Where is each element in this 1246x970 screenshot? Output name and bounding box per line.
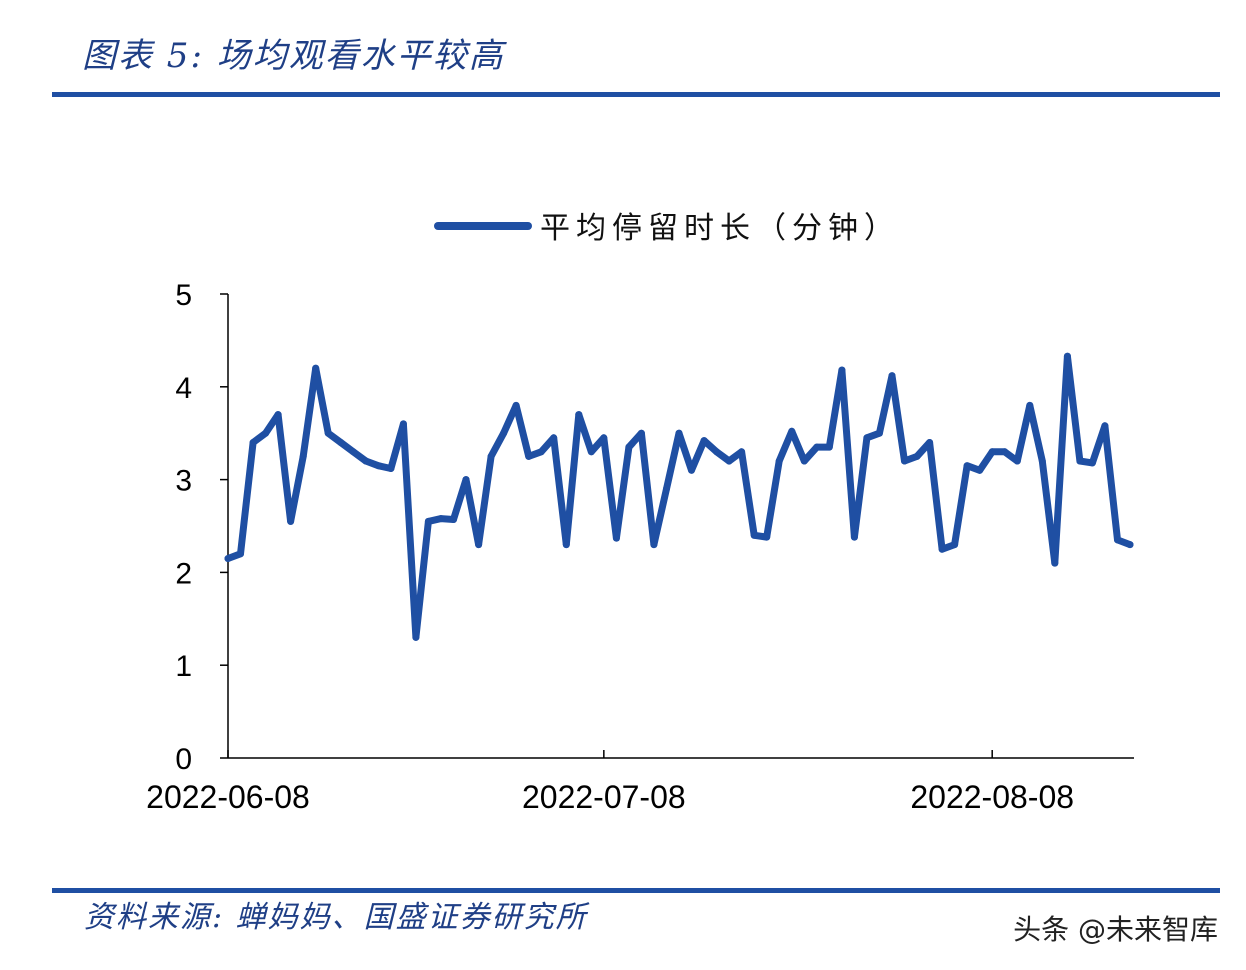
series-line-avg-stay-minutes — [224, 352, 1134, 641]
data-point — [500, 429, 508, 437]
data-point — [951, 541, 959, 549]
data-point — [863, 434, 871, 442]
data-point — [1101, 422, 1109, 430]
data-point — [988, 448, 996, 456]
data-point — [688, 466, 695, 474]
data-point — [412, 633, 420, 641]
data-point — [550, 434, 558, 442]
figure-title: 图表 5: 场均观看水平较高 — [82, 36, 505, 76]
data-point — [1038, 457, 1046, 465]
data-point — [612, 534, 620, 542]
data-point — [1026, 401, 1034, 409]
legend-label: 平均停留时长（分钟） — [540, 211, 900, 246]
data-point — [788, 427, 796, 435]
data-point — [800, 457, 808, 465]
data-point — [274, 411, 282, 419]
data-point — [1088, 459, 1096, 467]
y-tick-label: 1 — [175, 650, 192, 683]
data-point — [926, 439, 934, 446]
data-point — [262, 429, 270, 437]
data-point — [299, 452, 307, 460]
y-tick-label: 5 — [175, 279, 192, 312]
data-point — [901, 457, 908, 465]
data-point — [512, 401, 520, 409]
y-tick-label: 2 — [175, 557, 192, 590]
chart-axes — [227, 294, 1134, 759]
data-point — [600, 434, 608, 442]
data-point — [424, 517, 432, 525]
data-point — [750, 531, 758, 539]
data-point — [738, 448, 746, 456]
data-point — [249, 439, 257, 446]
data-point — [475, 541, 483, 549]
x-tick-label: 2022-08-08 — [910, 779, 1074, 815]
y-axis-ticks: 0 1 2 3 4 5 — [175, 279, 228, 776]
data-point — [399, 420, 407, 428]
data-point — [487, 452, 495, 460]
data-point — [850, 533, 858, 541]
data-point — [913, 452, 921, 460]
data-point — [650, 541, 658, 549]
data-point — [450, 516, 457, 523]
data-point — [875, 429, 883, 437]
data-point — [625, 443, 633, 451]
top-rule — [52, 92, 1220, 97]
data-point — [713, 448, 721, 456]
data-point — [1114, 536, 1121, 544]
data-point — [763, 533, 771, 541]
data-point — [224, 555, 232, 562]
data-point — [575, 411, 583, 419]
data-point — [813, 443, 821, 451]
data-point — [1126, 541, 1134, 549]
data-point — [324, 429, 332, 437]
data-point — [1063, 352, 1071, 360]
data-point — [637, 429, 645, 437]
y-tick-label: 0 — [175, 743, 192, 776]
data-point — [1013, 457, 1021, 465]
y-tick-label: 4 — [175, 372, 192, 405]
series-group — [224, 352, 1134, 641]
data-point — [825, 443, 833, 451]
data-point — [525, 452, 533, 460]
data-point — [237, 550, 244, 558]
chart-legend: 平均停留时长（分钟） — [434, 211, 900, 246]
data-point — [663, 485, 670, 493]
data-point — [312, 364, 320, 372]
data-point — [775, 457, 783, 465]
data-point — [587, 448, 595, 456]
data-point — [362, 457, 370, 465]
x-tick-label: 2022-07-08 — [522, 779, 686, 815]
data-point — [437, 515, 445, 523]
data-point — [337, 439, 345, 446]
source-note: 资料来源: 蝉妈妈、国盛证券研究所 — [84, 900, 588, 935]
data-point — [976, 466, 984, 474]
x-tick-label: 2022-06-08 — [146, 779, 310, 815]
data-point — [1051, 559, 1059, 567]
data-point — [700, 437, 708, 445]
data-point — [963, 462, 971, 470]
data-point — [725, 457, 733, 465]
data-point — [1076, 457, 1084, 465]
data-point — [387, 465, 395, 472]
data-point — [374, 462, 382, 470]
data-point — [938, 545, 946, 553]
y-tick-label: 3 — [175, 465, 192, 498]
data-point — [287, 517, 295, 525]
watermark: 头条 @未来智库 — [1013, 913, 1218, 946]
data-point — [675, 429, 683, 437]
data-point — [562, 541, 570, 549]
data-point — [462, 476, 470, 484]
data-point — [1001, 448, 1009, 456]
x-axis-ticks: 2022-06-08 2022-07-08 2022-08-08 — [146, 750, 1074, 815]
data-point — [537, 448, 545, 456]
data-point — [838, 366, 846, 374]
data-point — [349, 448, 357, 456]
bottom-rule — [52, 888, 1220, 893]
data-point — [888, 372, 896, 380]
